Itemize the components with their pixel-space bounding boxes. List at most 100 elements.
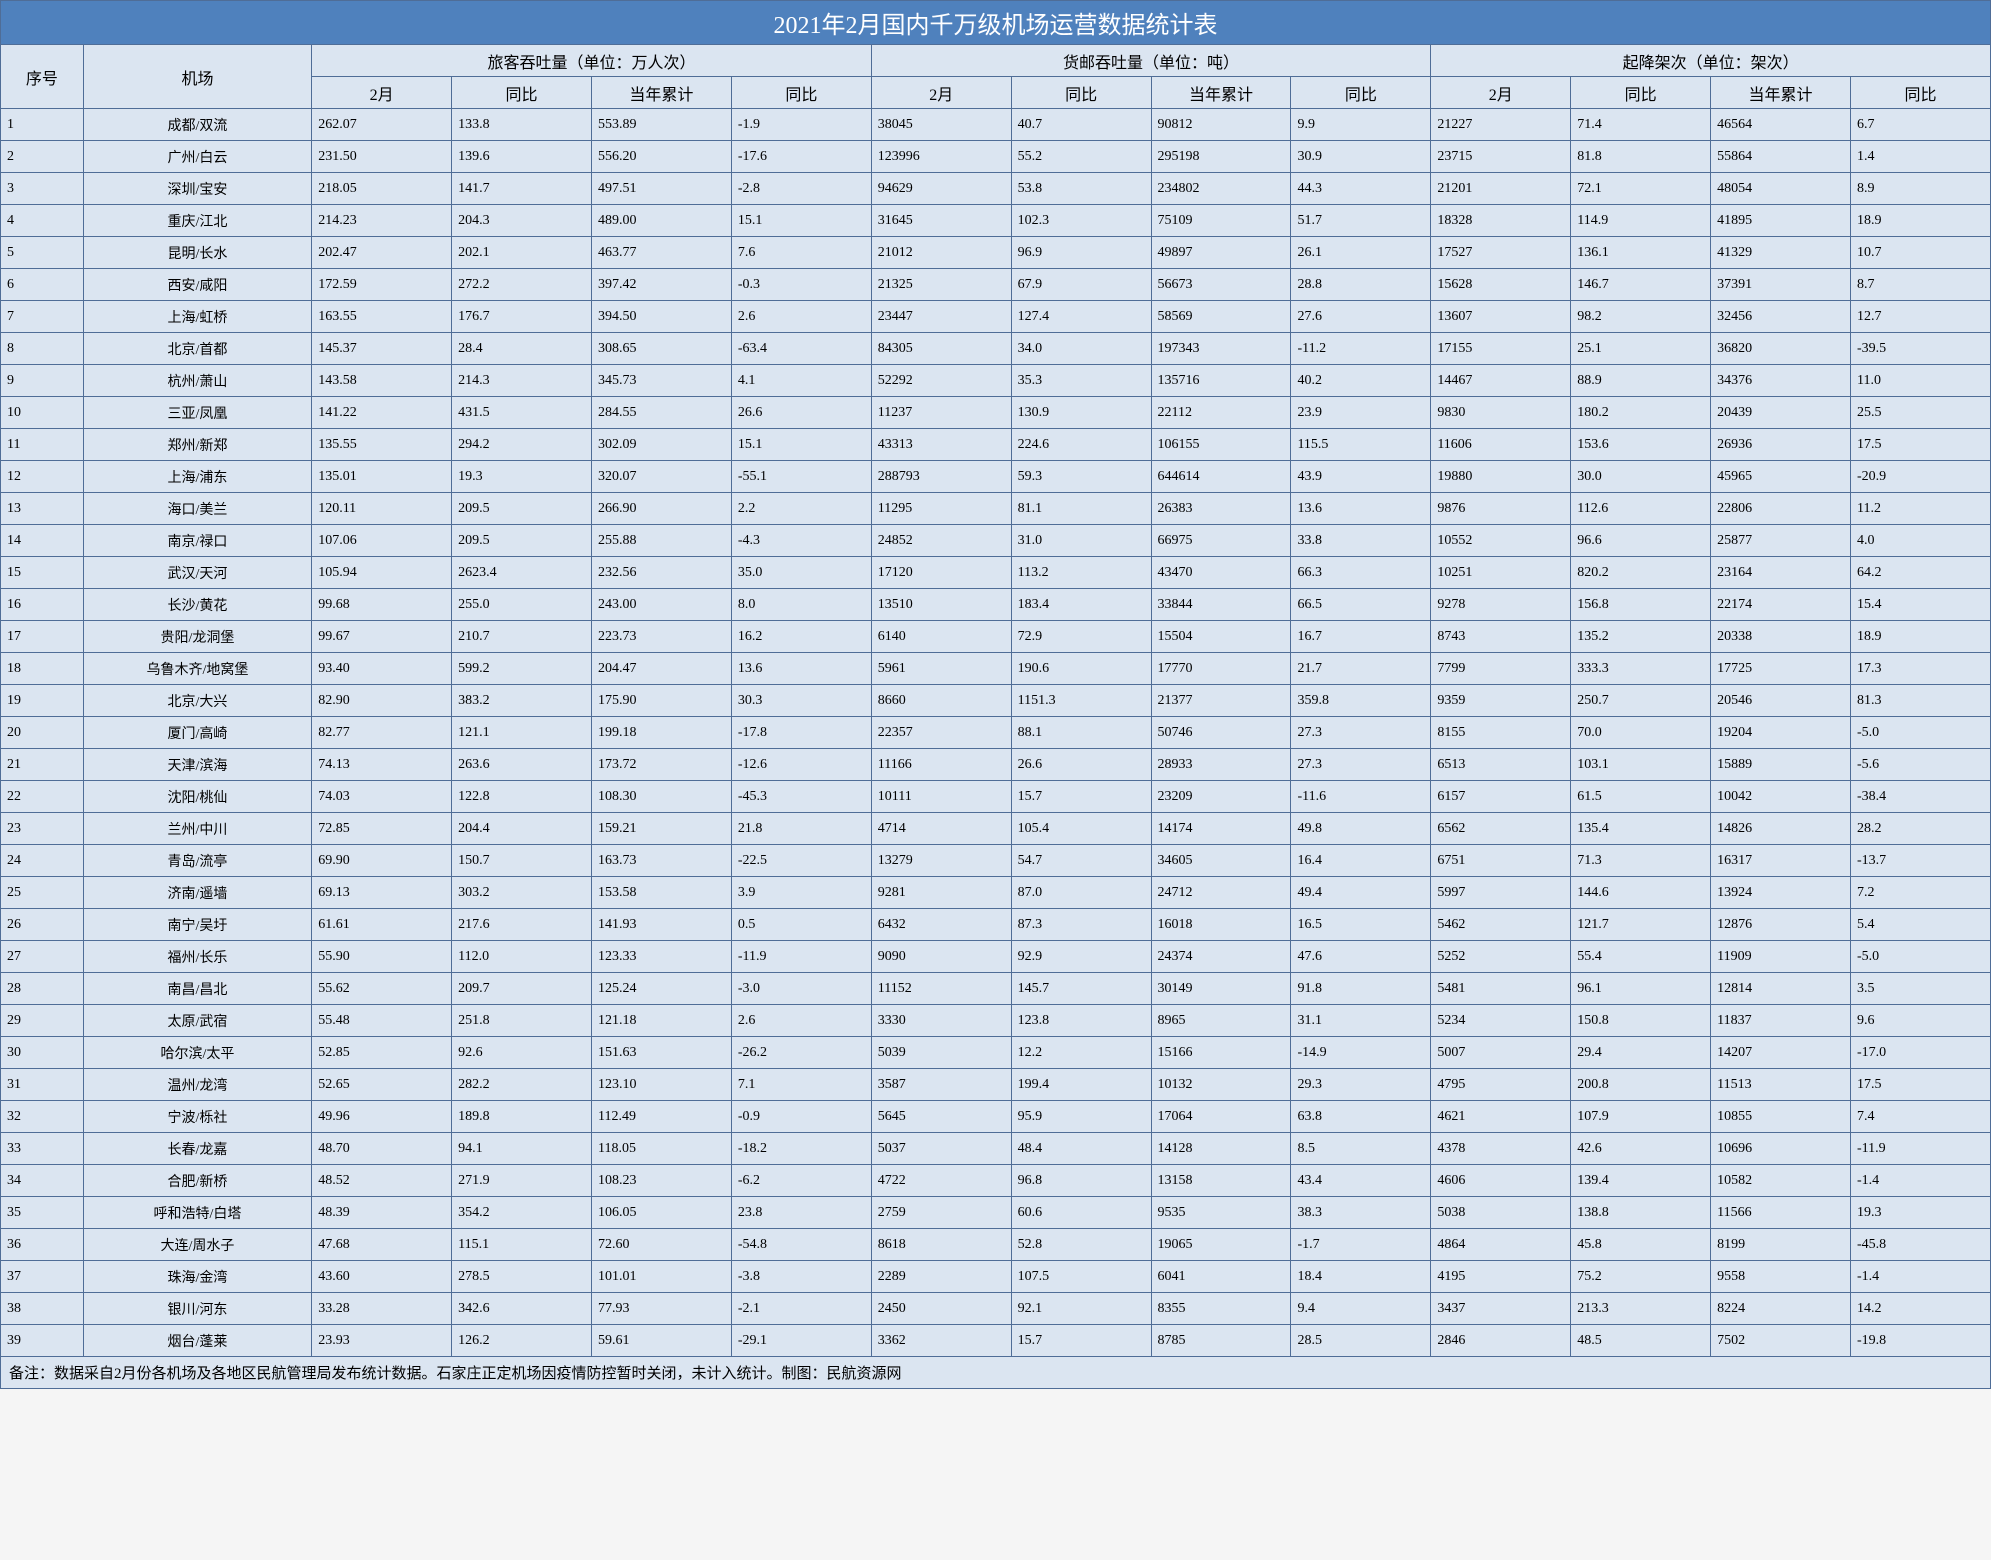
- cell-value: 52.85: [312, 1037, 452, 1069]
- cell-value: 31.0: [1011, 525, 1151, 557]
- cell-value: 123996: [871, 141, 1011, 173]
- cell-value: 7.4: [1851, 1101, 1991, 1133]
- cell-value: 431.5: [452, 397, 592, 429]
- cell-value: 6513: [1431, 749, 1571, 781]
- cell-value: 47.6: [1291, 941, 1431, 973]
- cell-value: 8.5: [1291, 1133, 1431, 1165]
- cell-airport: 兰州/中川: [83, 813, 311, 845]
- cell-value: 66.3: [1291, 557, 1431, 589]
- cell-value: 6140: [871, 621, 1011, 653]
- cell-value: 8.0: [731, 589, 871, 621]
- cell-value: 19204: [1711, 717, 1851, 749]
- cell-index: 20: [1, 717, 84, 749]
- cell-value: 6432: [871, 909, 1011, 941]
- cell-value: 4.0: [1851, 525, 1991, 557]
- cell-value: 55.90: [312, 941, 452, 973]
- grp-movement: 起降架次（单位：架次）: [1431, 45, 1991, 77]
- cell-value: 41329: [1711, 237, 1851, 269]
- cell-index: 30: [1, 1037, 84, 1069]
- cell-value: 34605: [1151, 845, 1291, 877]
- table-row: 20厦门/高崎82.77121.1199.18-17.82235788.1507…: [1, 717, 1991, 749]
- cell-value: -12.6: [731, 749, 871, 781]
- cell-value: 8355: [1151, 1293, 1291, 1325]
- cell-value: 4606: [1431, 1165, 1571, 1197]
- cell-value: 81.1: [1011, 493, 1151, 525]
- cell-value: 23.9: [1291, 397, 1431, 429]
- cell-value: 200.8: [1571, 1069, 1711, 1101]
- cell-value: 26.1: [1291, 237, 1431, 269]
- cell-index: 2: [1, 141, 84, 173]
- cell-value: 172.59: [312, 269, 452, 301]
- cell-index: 12: [1, 461, 84, 493]
- cell-value: 2.6: [731, 1005, 871, 1037]
- grp-passenger: 旅客吞吐量（单位：万人次）: [312, 45, 872, 77]
- cell-value: 72.9: [1011, 621, 1151, 653]
- cell-airport: 武汉/天河: [83, 557, 311, 589]
- cell-value: 10132: [1151, 1069, 1291, 1101]
- table-row: 1成都/双流262.07133.8553.89-1.93804540.79081…: [1, 109, 1991, 141]
- cell-value: 98.2: [1571, 301, 1711, 333]
- cell-value: 70.0: [1571, 717, 1711, 749]
- cell-value: 121.1: [452, 717, 592, 749]
- cell-value: 180.2: [1571, 397, 1711, 429]
- cell-value: 8618: [871, 1229, 1011, 1261]
- cell-value: 14174: [1151, 813, 1291, 845]
- cell-value: 82.90: [312, 685, 452, 717]
- cell-value: 17064: [1151, 1101, 1291, 1133]
- table-row: 37珠海/金湾43.60278.5101.01-3.82289107.56041…: [1, 1261, 1991, 1293]
- cell-value: 345.73: [591, 365, 731, 397]
- table-row: 10三亚/凤凰141.22431.5284.5526.611237130.922…: [1, 397, 1991, 429]
- cell-value: 3362: [871, 1325, 1011, 1357]
- cell-value: 108.30: [591, 781, 731, 813]
- cell-value: 4.1: [731, 365, 871, 397]
- cell-value: 8199: [1711, 1229, 1851, 1261]
- cell-value: 135.2: [1571, 621, 1711, 653]
- table-row: 29太原/武宿55.48251.8121.182.63330123.889653…: [1, 1005, 1991, 1037]
- cell-airport: 深圳/宝安: [83, 173, 311, 205]
- cell-value: 99.67: [312, 621, 452, 653]
- cell-index: 32: [1, 1101, 84, 1133]
- cell-value: 4864: [1431, 1229, 1571, 1261]
- cell-value: 6562: [1431, 813, 1571, 845]
- cell-value: 15889: [1711, 749, 1851, 781]
- cell-value: 204.47: [591, 653, 731, 685]
- cell-value: 115.5: [1291, 429, 1431, 461]
- cell-value: 69.90: [312, 845, 452, 877]
- cell-value: 72.60: [591, 1229, 731, 1261]
- cell-value: 5038: [1431, 1197, 1571, 1229]
- subcol: 同比: [1011, 77, 1151, 109]
- cell-value: -38.4: [1851, 781, 1991, 813]
- cell-value: 255.0: [452, 589, 592, 621]
- cell-value: 223.73: [591, 621, 731, 653]
- cell-value: 92.9: [1011, 941, 1151, 973]
- cell-value: 278.5: [452, 1261, 592, 1293]
- cell-value: 4621: [1431, 1101, 1571, 1133]
- cell-value: 15.1: [731, 429, 871, 461]
- cell-value: 5961: [871, 653, 1011, 685]
- cell-value: 2450: [871, 1293, 1011, 1325]
- cell-value: 156.8: [1571, 589, 1711, 621]
- cell-value: 74.13: [312, 749, 452, 781]
- cell-airport: 成都/双流: [83, 109, 311, 141]
- cell-value: 8.9: [1851, 173, 1991, 205]
- cell-value: 209.5: [452, 493, 592, 525]
- cell-index: 36: [1, 1229, 84, 1261]
- cell-value: 308.65: [591, 333, 731, 365]
- cell-index: 23: [1, 813, 84, 845]
- cell-value: -19.8: [1851, 1325, 1991, 1357]
- cell-value: 8743: [1431, 621, 1571, 653]
- cell-index: 18: [1, 653, 84, 685]
- cell-value: 22112: [1151, 397, 1291, 429]
- cell-value: 21377: [1151, 685, 1291, 717]
- cell-value: 24852: [871, 525, 1011, 557]
- cell-value: 17.5: [1851, 1069, 1991, 1101]
- table-row: 3深圳/宝安218.05141.7497.51-2.89462953.82348…: [1, 173, 1991, 205]
- table-row: 32宁波/栎社49.96189.8112.49-0.9564595.917064…: [1, 1101, 1991, 1133]
- cell-value: 93.40: [312, 653, 452, 685]
- cell-value: 151.63: [591, 1037, 731, 1069]
- cell-value: 13279: [871, 845, 1011, 877]
- cell-value: 644614: [1151, 461, 1291, 493]
- cell-value: 11.2: [1851, 493, 1991, 525]
- cell-value: 303.2: [452, 877, 592, 909]
- cell-value: 24374: [1151, 941, 1291, 973]
